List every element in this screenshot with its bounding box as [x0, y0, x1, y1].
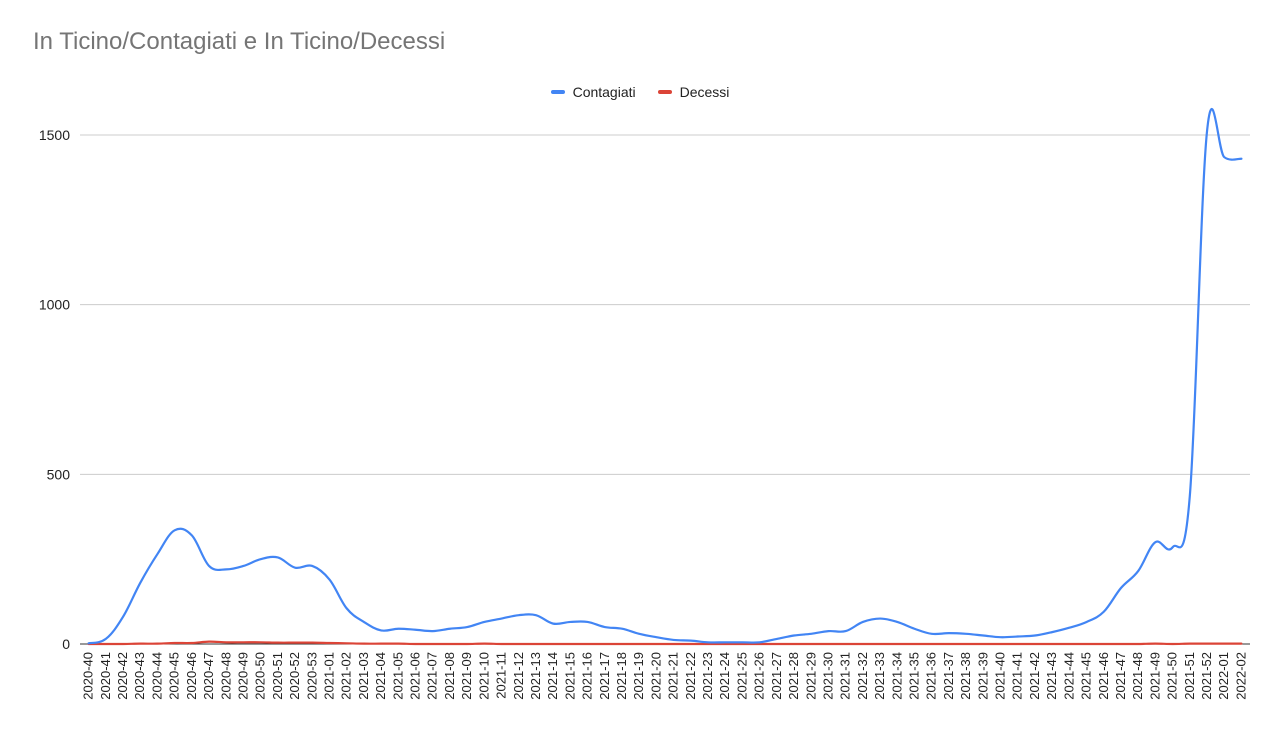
x-tick-label: 2020-47: [201, 652, 216, 700]
x-tick-label: 2020-41: [98, 652, 113, 700]
x-tick-label: 2021-05: [390, 652, 405, 700]
x-tick-label: 2021-27: [769, 652, 784, 700]
x-tick-label: 2021-48: [1130, 652, 1145, 700]
x-tick-label: 2022-01: [1216, 652, 1231, 700]
x-tick-label: 2020-48: [218, 652, 233, 700]
x-tick-label: 2020-42: [115, 652, 130, 700]
x-tick-label: 2021-44: [1061, 652, 1076, 700]
y-tick-label: 0: [62, 636, 70, 652]
x-tick-label: 2021-39: [975, 652, 990, 700]
x-tick-label: 2020-43: [132, 652, 147, 700]
x-tick-label: 2021-15: [562, 652, 577, 700]
x-tick-label: 2020-50: [253, 652, 268, 700]
x-tick-label: 2021-03: [356, 652, 371, 700]
y-tick-label: 1500: [39, 127, 70, 143]
x-tick-label: 2020-45: [167, 652, 182, 700]
x-tick-label: 2021-42: [1027, 652, 1042, 700]
x-tick-label: 2020-44: [149, 652, 164, 700]
x-tick-label: 2021-23: [700, 652, 715, 700]
chart-title: In Ticino/Contagiati e In Ticino/Decessi: [33, 28, 446, 55]
x-tick-label: 2021-45: [1079, 652, 1094, 700]
x-tick-label: 2021-20: [648, 652, 663, 700]
x-tick-label: 2020-46: [184, 652, 199, 700]
x-tick-label: 2020-53: [304, 652, 319, 700]
x-tick-label: 2021-40: [993, 652, 1008, 700]
x-tick-label: 2021-26: [752, 652, 767, 700]
x-tick-label: 2021-30: [820, 652, 835, 700]
x-tick-label: 2021-02: [339, 652, 354, 700]
x-tick-label: 2021-12: [511, 652, 526, 700]
x-tick-label: 2021-16: [580, 652, 595, 700]
x-tick-label: 2020-51: [270, 652, 285, 700]
x-tick-label: 2020-40: [81, 652, 96, 700]
x-tick-label: 2021-35: [906, 652, 921, 700]
x-tick-label: 2021-32: [855, 652, 870, 700]
x-tick-label: 2021-52: [1199, 652, 1214, 700]
legend-item-decessi[interactable]: Decessi: [657, 84, 730, 100]
x-tick-label: 2021-25: [734, 652, 749, 700]
x-tick-label: 2021-13: [528, 652, 543, 700]
x-tick-label: 2021-09: [459, 652, 474, 700]
x-tick-label: 2021-11: [494, 652, 509, 699]
x-tick-label: 2021-07: [425, 652, 440, 700]
x-tick-label: 2021-04: [373, 652, 388, 700]
x-tick-label: 2020-52: [287, 652, 302, 700]
y-tick-label: 500: [47, 466, 71, 482]
x-tick-label: 2021-19: [631, 652, 646, 700]
legend-label-contagiati: Contagiati: [572, 84, 636, 100]
x-tick-label: 2021-38: [958, 652, 973, 700]
y-tick-label: 1000: [39, 297, 70, 313]
x-tick-label: 2021-28: [786, 652, 801, 700]
x-tick-label: 2020-49: [235, 652, 250, 700]
series-line-contagiati: [87, 108, 1243, 645]
x-tick-label: 2022-02: [1233, 652, 1248, 700]
legend-swatch-contagiati: [550, 90, 565, 94]
x-tick-label: 2021-18: [614, 652, 629, 700]
x-tick-label: 2021-37: [941, 652, 956, 700]
x-tick-label: 2021-01: [321, 652, 336, 700]
x-tick-label: 2021-43: [1044, 652, 1059, 700]
x-tick-label: 2021-21: [666, 652, 681, 700]
x-tick-label: 2021-08: [442, 652, 457, 700]
x-tick-label: 2021-22: [683, 652, 698, 700]
x-tick-label: 2021-34: [889, 652, 904, 700]
legend-item-contagiati[interactable]: Contagiati: [550, 84, 636, 100]
x-tick-label: 2021-10: [476, 652, 491, 700]
x-tick-label: 2021-51: [1182, 652, 1197, 700]
x-tick-label: 2021-49: [1147, 652, 1162, 700]
legend-swatch-decessi: [657, 90, 672, 94]
x-tick-label: 2021-31: [838, 652, 853, 700]
x-tick-label: 2021-47: [1113, 652, 1128, 700]
x-tick-label: 2021-29: [803, 652, 818, 700]
x-tick-label: 2021-33: [872, 652, 887, 700]
x-tick-label: 2021-14: [545, 652, 560, 700]
legend: Contagiati Decessi: [0, 84, 1280, 100]
x-tick-label: 2021-41: [1010, 652, 1025, 700]
x-tick-label: 2021-24: [717, 652, 732, 700]
x-tick-label: 2021-06: [408, 652, 423, 700]
x-tick-label: 2021-50: [1165, 652, 1180, 700]
x-tick-label: 2021-36: [924, 652, 939, 700]
x-tick-label: 2021-17: [597, 652, 612, 700]
legend-label-decessi: Decessi: [679, 84, 730, 100]
x-tick-label: 2021-46: [1096, 652, 1111, 700]
series-line-decessi: [87, 640, 1243, 646]
